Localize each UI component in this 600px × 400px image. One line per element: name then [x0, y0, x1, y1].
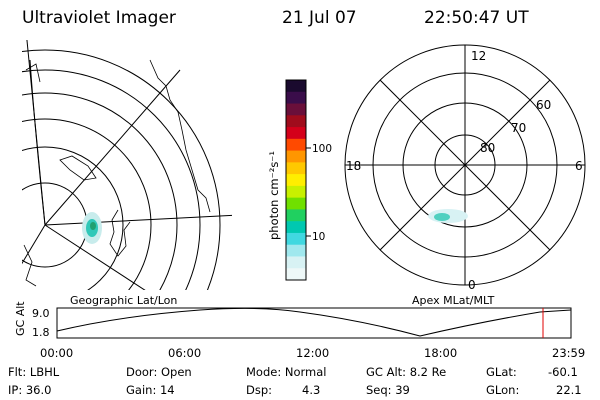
colorbar-stripe: [286, 162, 306, 175]
gc-alt-info: GC Alt: 8.2 Re: [366, 365, 447, 379]
colorbar-stripe: [286, 197, 306, 210]
colorbar-stripe: [286, 138, 306, 152]
altitude-curve: [56, 307, 572, 337]
title: Ultraviolet Imager: [22, 8, 176, 28]
mlt-label-18: 18: [346, 159, 361, 173]
door-info: Door: Open: [126, 365, 192, 379]
mode-info: Mode: Normal: [246, 365, 327, 379]
glat-label: GLat:: [486, 365, 517, 379]
colorbar-tick-10: 10: [312, 231, 325, 243]
polar-plot: [344, 44, 586, 286]
colorbar-stripe: [286, 185, 306, 199]
colorbar-tick-100: 100: [312, 143, 332, 155]
lat-label-80: 80: [480, 141, 495, 155]
right-panel-label: Apex MLat/MLT: [412, 294, 495, 307]
dsp-value: 4.3: [302, 383, 321, 397]
colorbar-stripe: [286, 221, 306, 234]
altitude-timeline: GC Alt 9.0 1.8 00:00 06:00 12:00 18:00 2…: [14, 301, 585, 360]
x-tick-1200: 12:00: [296, 346, 329, 360]
lat-label-60: 60: [536, 98, 551, 112]
colorbar-label: photon cm⁻²s⁻¹: [267, 151, 281, 240]
timeline-ylabel: GC Alt: [14, 301, 27, 336]
aurora-blob-left: [82, 212, 102, 244]
glon-value: 22.1: [556, 383, 582, 397]
aurora-blob-right: [428, 209, 468, 223]
ip-info: IP: 36.0: [8, 383, 52, 397]
seq-info: Seq: 39: [366, 383, 410, 397]
colorbar-stripe: [286, 103, 306, 116]
gain-info: Gain: 14: [126, 383, 175, 397]
colorbar: [286, 80, 306, 281]
mlt-label-0: 0: [468, 278, 476, 292]
colorbar-stripe: [286, 174, 306, 187]
mlt-label-6: 6: [575, 159, 583, 173]
glat-value: -60.1: [548, 365, 578, 379]
colorbar-stripe: [286, 91, 306, 105]
lat-label-70: 70: [511, 121, 526, 135]
y-tick-9: 9.0: [32, 307, 50, 320]
x-tick-0000: 00:00: [40, 346, 73, 360]
colorbar-stripe: [286, 127, 306, 140]
x-tick-2359: 23:59: [552, 346, 585, 360]
x-tick-0600: 06:00: [168, 346, 201, 360]
colorbar-stripe: [286, 150, 306, 163]
colorbar-stripe: [286, 268, 306, 281]
colorbar-stripe: [286, 80, 306, 93]
dsp-label: Dsp:: [246, 383, 273, 397]
time: 22:50:47 UT: [424, 8, 529, 28]
colorbar-stripe: [286, 115, 306, 128]
geographic-map: 12 18 6 0 60 70 80 100 10 photon cm⁻²s⁻¹: [22, 40, 586, 292]
y-tick-1: 1.8: [32, 326, 50, 339]
date: 21 Jul 07: [282, 8, 357, 28]
colorbar-stripe: [286, 209, 306, 222]
colorbar-stripe: [286, 256, 306, 269]
colorbar-stripe: [286, 232, 306, 246]
filter-info: Flt: LBHL: [8, 365, 60, 379]
left-panel-label: Geographic Lat/Lon: [70, 294, 178, 307]
x-tick-1800: 18:00: [424, 346, 457, 360]
colorbar-stripe: [286, 244, 306, 257]
glon-label: GLon:: [486, 383, 520, 397]
mlt-label-12: 12: [471, 49, 486, 63]
